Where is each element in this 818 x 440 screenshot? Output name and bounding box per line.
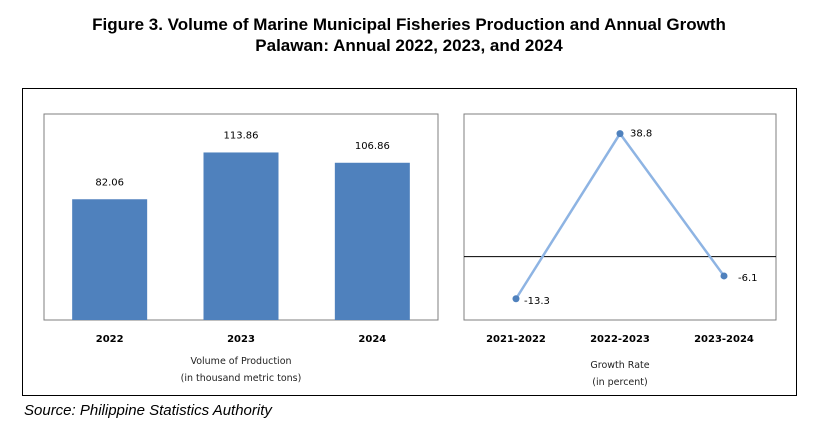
line-tick-label: 2021-2022 — [486, 334, 546, 345]
bar-tick-label: 2023 — [227, 334, 255, 345]
bar-data-label: 106.86 — [355, 141, 390, 152]
bar-tick-label: 2024 — [358, 334, 386, 345]
bar-tick-label: 2022 — [96, 334, 124, 345]
bar-data-label: 113.86 — [224, 130, 259, 141]
line-tick-label: 2022-2023 — [590, 334, 650, 345]
bar-2023 — [203, 152, 279, 320]
growth-line — [514, 131, 726, 300]
chart-frame — [22, 88, 797, 396]
line-tick-label: 2023-2024 — [694, 334, 754, 345]
line-point-2023-2024 — [720, 272, 728, 280]
figure-subtitle: Palawan: Annual 2022, 2023, and 2024 — [255, 36, 563, 55]
bar-2024 — [334, 162, 410, 320]
bar-xlabel-line2: (in thousand metric tons) — [181, 373, 302, 384]
line-data-label: -6.1 — [738, 273, 758, 284]
bar-data-label: 82.06 — [95, 177, 124, 188]
line-data-label: 38.8 — [630, 129, 652, 140]
source-note: Source: Philippine Statistics Authority — [24, 402, 272, 419]
bar-xlabel-line1: Volume of Production — [190, 356, 291, 367]
line-xlabel-line2: (in percent) — [592, 377, 647, 388]
line-data-label: -13.3 — [524, 296, 550, 307]
line-chart: -13.3 2021-2022 38.8 2022-2023 -6.1 2023-2024 — [464, 129, 776, 345]
line-point-2022-2023 — [616, 130, 624, 138]
line-point-2021-2022 — [512, 295, 520, 303]
bar-2022 — [72, 199, 148, 320]
line-xlabel-line1: Growth Rate — [590, 360, 649, 371]
line-plot-area — [463, 113, 777, 321]
figure-title: Figure 3. Volume of Marine Municipal Fis… — [92, 15, 726, 34]
bar-chart: 82.06 2022 113.86 2023 106.86 2024 — [72, 130, 410, 345]
